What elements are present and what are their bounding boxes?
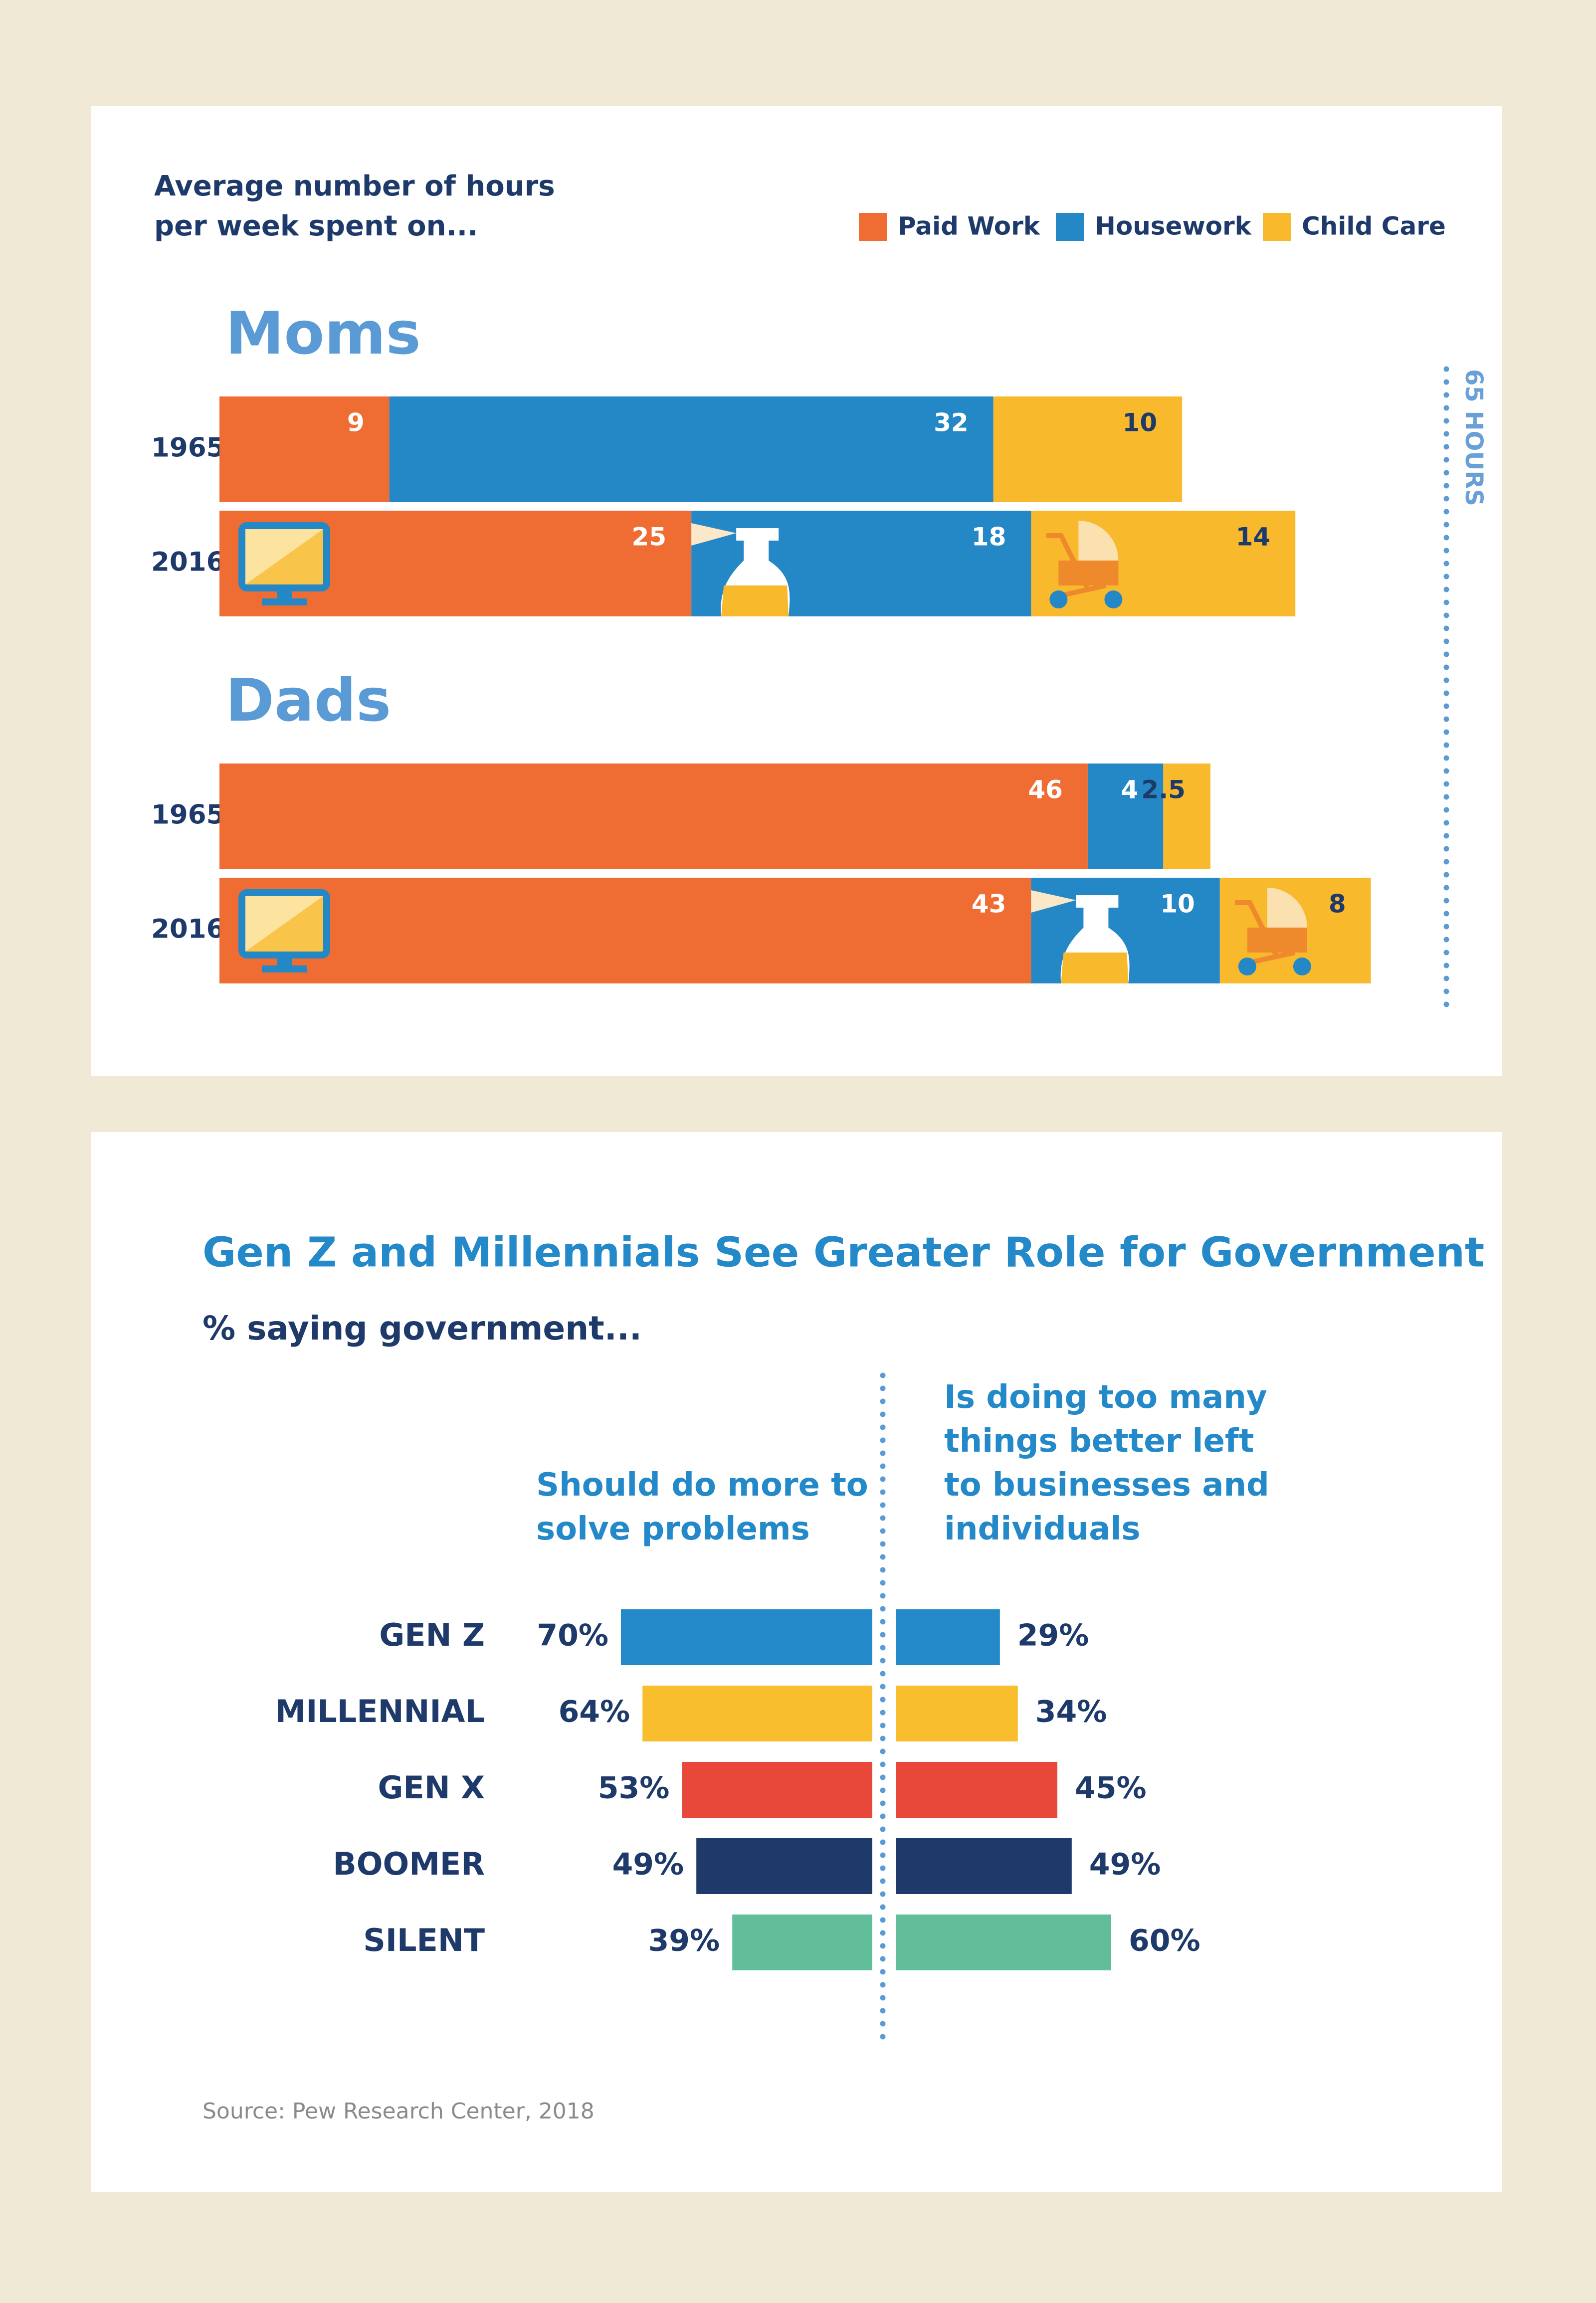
icon-part [262,965,307,972]
icon-part [1046,533,1107,598]
row-label: 1965 [151,800,225,830]
icon-part [277,591,292,598]
icon-part [1293,958,1311,975]
panel-title: Dads [225,666,391,735]
bar-segment [219,764,1088,869]
icon-part [1078,521,1119,561]
row-label: 1965 [151,433,225,463]
value-label: 49% [612,1847,684,1882]
value-label: 4 [1121,775,1139,804]
value-label: 34% [1035,1695,1107,1729]
reference-label: 65 HOURS [1460,369,1488,506]
value-label: 8 [1329,890,1346,919]
bar-segment [219,396,390,502]
value-label: 49% [1089,1847,1161,1882]
right-series-header: Is doing too many things better left to … [944,1379,1269,1547]
category-label: GEN X [378,1769,485,1806]
bar-right [896,1915,1111,1970]
value-label: 32 [934,408,969,437]
icon-part [1049,590,1068,608]
chart-title: Average number of hours [154,170,555,202]
value-label: 29% [1017,1618,1089,1653]
row-label: 2016 [151,547,225,577]
bar-segment [993,396,1183,502]
icon-stroller [1234,888,1311,975]
icon-part [277,959,292,965]
icon-part [1104,590,1123,608]
icon-part [245,896,323,952]
legend-label: Housework [1095,212,1252,241]
left-series-header: Should do more to solve problems [536,1467,868,1547]
icon-part [1031,890,1076,913]
legend-label: Child Care [1302,212,1446,241]
icon-spray [691,523,790,616]
icon-monitor [238,889,330,972]
category-label: SILENT [363,1922,485,1958]
icon-part [1247,928,1307,953]
icon-part [1058,561,1119,585]
bar-segment [389,396,994,502]
bar-right [896,1686,1018,1741]
icon-part [1238,958,1256,975]
bar-right [896,1609,1000,1665]
icon-part [1267,888,1307,928]
icon-spray [1031,890,1130,983]
chart-title: Gen Z and Millennials See Greater Role f… [202,1229,1484,1276]
bar-left [642,1686,872,1741]
bar-right [896,1838,1072,1894]
bar-left [732,1915,872,1970]
icon-part [1234,900,1295,965]
bar-segment [1163,764,1210,869]
value-label: 10 [1123,408,1158,437]
value-label: 10 [1160,890,1195,919]
bar-left [621,1609,872,1665]
icon-part [245,529,323,584]
bar-left [696,1838,872,1894]
icon-part [721,585,789,616]
category-label: MILLENNIAL [275,1693,485,1729]
value-label: 70% [537,1618,608,1653]
row-label: 2016 [151,914,225,945]
legend-swatch [1056,213,1084,241]
icon-part [691,523,737,546]
source: Source: Pew Research Center, 2018 [202,2099,595,2124]
icon-part [1061,953,1129,983]
value-label: 60% [1129,1923,1200,1958]
value-label: 39% [648,1923,720,1958]
chart-title: per week spent on... [154,210,478,242]
bar-left [682,1762,872,1818]
legend-label: Paid Work [898,212,1041,241]
value-label: 14 [1236,523,1271,552]
value-label: 18 [972,523,1006,552]
value-label: 45% [1075,1771,1147,1806]
value-label: 64% [559,1695,630,1729]
value-label: 46 [1028,775,1063,804]
value-label: 53% [598,1771,670,1806]
legend-swatch [859,213,887,241]
value-label: 2.5 [1141,775,1186,804]
category-label: BOOMER [333,1846,485,1882]
value-label: 9 [347,408,365,437]
chart-subtitle: % saying government... [202,1309,642,1347]
value-label: 43 [972,890,1006,919]
icon-monitor [238,522,330,605]
value-label: 25 [632,523,667,552]
icon-part [262,598,307,605]
panel-title: Moms [225,299,421,368]
bar-segment [1087,764,1164,869]
bar-segment [219,878,1031,983]
icon-stroller [1046,521,1123,608]
category-label: GEN Z [379,1617,485,1653]
legend-swatch [1263,213,1291,241]
bar-right [896,1762,1057,1818]
